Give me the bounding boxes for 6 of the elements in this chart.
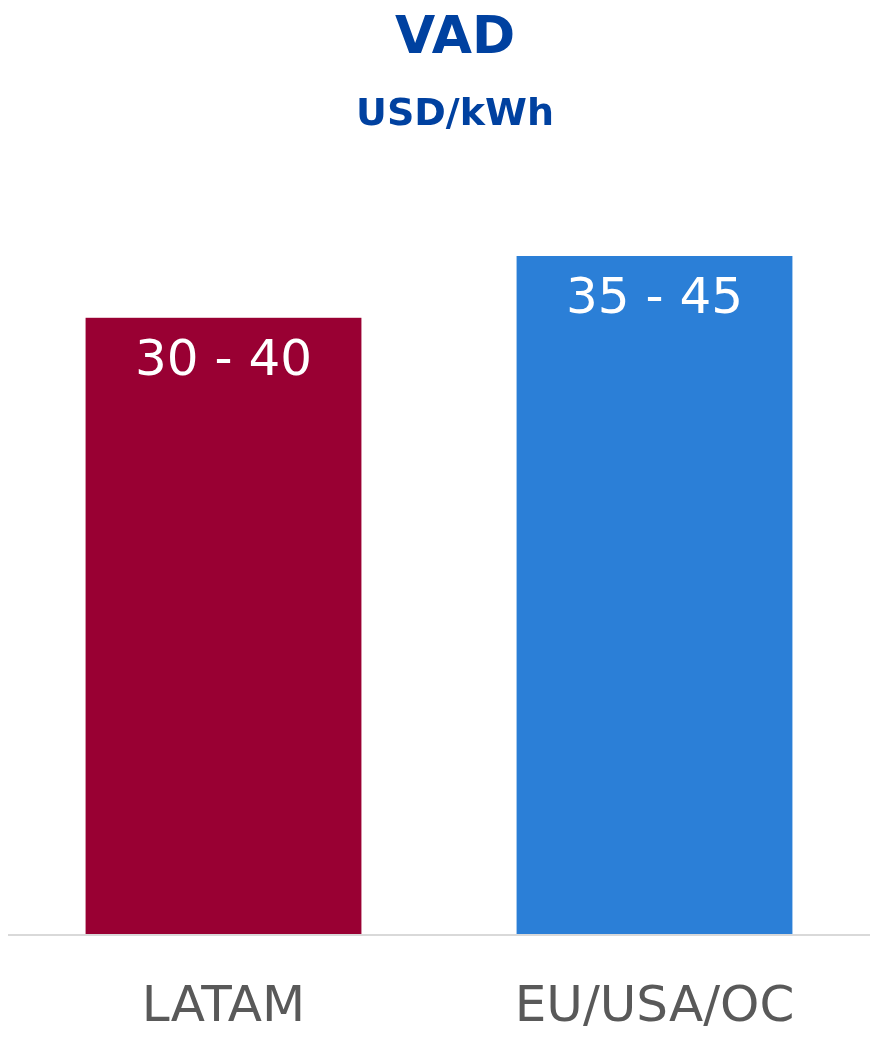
chart-title: VAD — [394, 5, 516, 65]
x-tick-label: EU/USA/OC — [514, 974, 795, 1033]
annotation: 30 - 40 — [134, 328, 313, 387]
annotation: 35 - 45 — [565, 267, 744, 325]
x-tick-label: LATAM — [141, 974, 306, 1033]
chart-subtitle: USD/kWh — [356, 90, 554, 134]
